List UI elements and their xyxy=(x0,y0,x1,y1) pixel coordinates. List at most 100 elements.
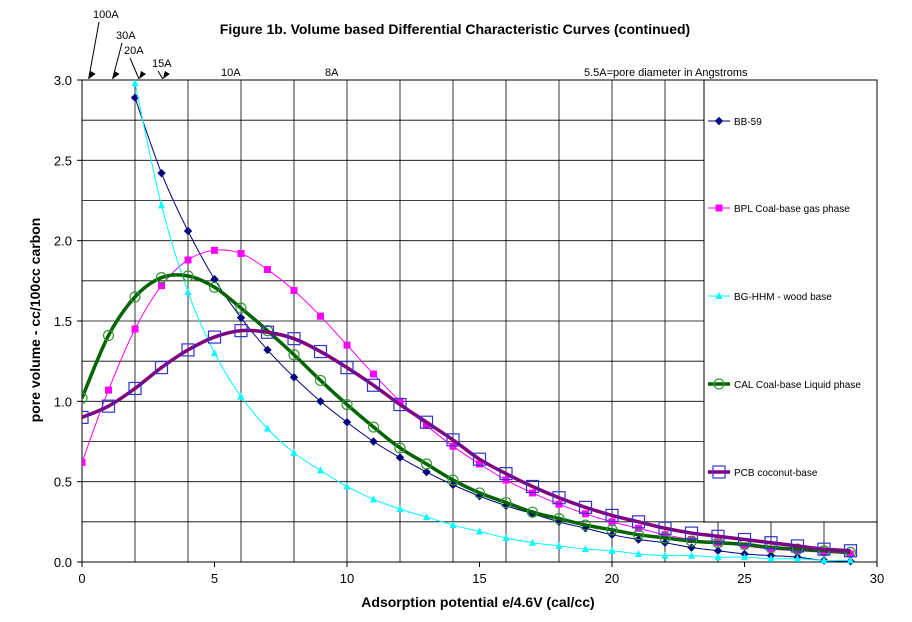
y-tick-label: 0.0 xyxy=(54,555,72,570)
data-point xyxy=(500,496,512,509)
data-point xyxy=(181,343,195,357)
data-point xyxy=(396,504,404,512)
pore-label: 10A xyxy=(221,67,241,79)
data-point xyxy=(237,250,245,258)
data-point xyxy=(343,341,351,349)
x-tick-label: 10 xyxy=(340,571,354,586)
data-point xyxy=(263,345,272,355)
data-point xyxy=(847,556,854,564)
data-point xyxy=(502,533,510,541)
data-point xyxy=(684,526,699,540)
legend-marker xyxy=(715,292,723,299)
data-point xyxy=(447,474,459,486)
data-point xyxy=(843,544,858,558)
data-point xyxy=(317,312,324,320)
data-point xyxy=(659,532,671,544)
data-point xyxy=(393,397,407,412)
data-point xyxy=(341,398,353,411)
data-point xyxy=(817,542,831,556)
data-point xyxy=(129,291,141,303)
data-point xyxy=(525,479,540,494)
legend-label: BPL Coal-base gas phase xyxy=(734,204,850,215)
data-point xyxy=(158,201,165,209)
x-axis-title: Adsorption potential e/4.6V (cal/cc) xyxy=(361,594,594,610)
data-point xyxy=(342,418,352,427)
data-point xyxy=(128,381,142,396)
data-point xyxy=(499,467,513,481)
data-point xyxy=(635,549,642,557)
data-point xyxy=(711,529,725,543)
data-point xyxy=(211,246,218,254)
data-point xyxy=(688,551,695,559)
data-point xyxy=(555,541,563,549)
data-point xyxy=(529,538,536,546)
data-point xyxy=(82,410,89,424)
data-point xyxy=(419,415,434,429)
data-point xyxy=(791,543,804,555)
legend-label: BG-HHM - wood base xyxy=(734,292,832,303)
pore-label: 8A xyxy=(325,67,339,79)
legend-box xyxy=(703,79,878,523)
data-point xyxy=(82,458,86,466)
legend-marker xyxy=(713,378,725,390)
data-point xyxy=(154,360,169,375)
series-open-square xyxy=(82,324,858,558)
data-point xyxy=(422,467,431,477)
data-point xyxy=(552,491,566,505)
chart-title: Figure 1b. Volume based Differential Cha… xyxy=(220,21,690,37)
data-point xyxy=(632,529,645,541)
data-point xyxy=(260,325,275,339)
x-tick-label: 30 xyxy=(870,571,884,586)
data-point xyxy=(737,532,752,547)
data-point xyxy=(661,551,669,559)
data-point xyxy=(184,256,192,264)
legend-label: CAL Coal-base Liquid phase xyxy=(734,380,861,391)
pore-label: 30A xyxy=(116,30,136,42)
data-point xyxy=(287,332,301,346)
data-point xyxy=(449,521,457,529)
series-line xyxy=(82,328,851,553)
pore-arrowhead xyxy=(88,71,96,79)
data-point xyxy=(820,556,828,564)
data-point xyxy=(102,329,115,342)
y-tick-label: 1.5 xyxy=(54,314,72,329)
y-tick-label: 1.0 xyxy=(54,394,72,409)
data-point xyxy=(844,546,857,558)
x-tick-label: 15 xyxy=(472,571,486,586)
legend-label: BB-59 xyxy=(734,117,762,128)
data-point xyxy=(526,506,539,518)
data-point xyxy=(741,553,748,561)
data-point xyxy=(476,527,483,535)
legend-label: PCB coconut-base xyxy=(734,468,818,479)
data-point xyxy=(685,535,698,547)
x-tick-label: 20 xyxy=(605,571,619,586)
data-point xyxy=(370,370,377,378)
data-point xyxy=(476,460,483,468)
legend-entry: PCB coconut-base xyxy=(708,465,818,479)
data-point xyxy=(396,397,404,405)
data-point xyxy=(131,325,139,333)
data-point xyxy=(290,286,298,294)
data-point xyxy=(553,513,565,525)
data-point xyxy=(578,500,593,514)
data-point xyxy=(157,168,166,178)
data-point xyxy=(131,79,139,87)
y-tick-label: 2.0 xyxy=(54,234,72,249)
pore-label: 100A xyxy=(93,9,119,21)
data-point xyxy=(237,392,245,400)
data-point xyxy=(340,360,354,375)
annotations: 100A 30A 20A 15A 10A 8A 5.5A=pore diameter in … xyxy=(88,9,748,80)
data-point xyxy=(158,282,165,290)
legend-entry: CAL Coal-base Liquid phase xyxy=(708,378,861,391)
data-point xyxy=(235,302,247,314)
pore-label: 15A xyxy=(152,58,172,70)
pore-label: 20A xyxy=(124,45,144,57)
data-point xyxy=(264,266,271,274)
data-point xyxy=(182,270,194,282)
data-point xyxy=(234,324,248,338)
data-point xyxy=(790,539,805,553)
data-point xyxy=(395,453,405,462)
data-point xyxy=(366,378,381,392)
data-point xyxy=(423,513,430,521)
